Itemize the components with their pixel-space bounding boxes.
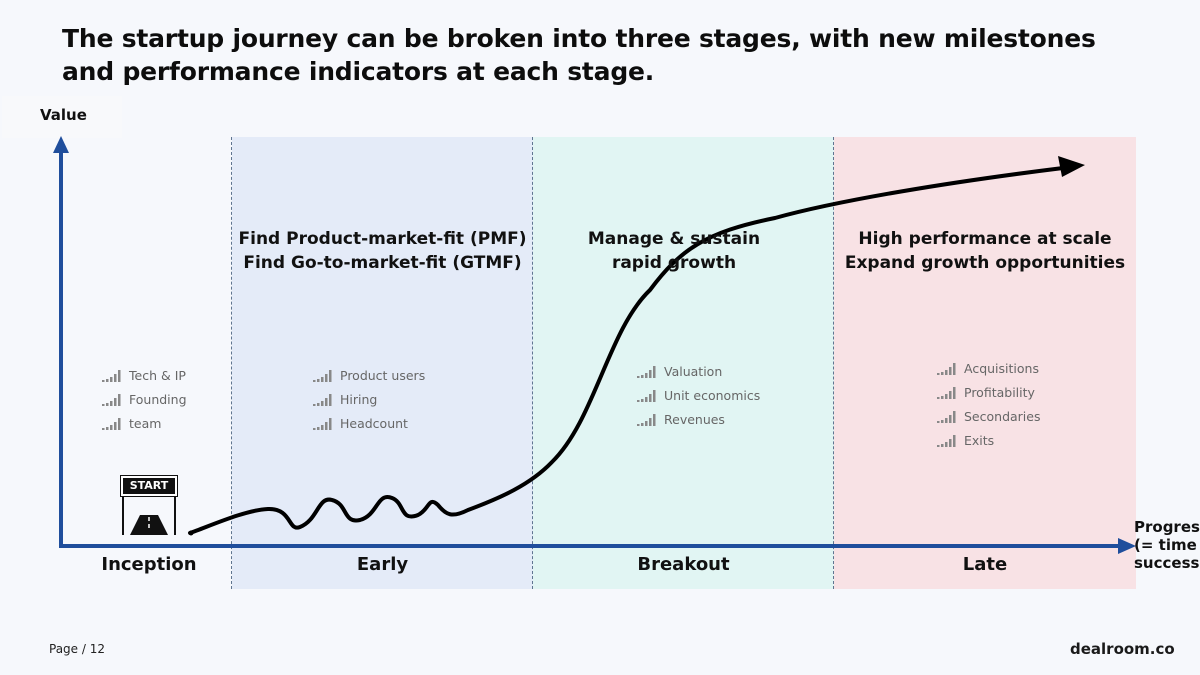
heading-early-line-1: Find Product-market-fit (PMF)	[238, 229, 527, 249]
signal-bars-icon	[937, 386, 956, 399]
kpi-item: Tech & IP	[102, 363, 187, 387]
kpi-item: Profitability	[937, 380, 1040, 404]
kpi-item: Revenues	[637, 407, 760, 431]
stage-label-early: Early	[356, 554, 409, 575]
signal-bars-icon	[937, 410, 956, 423]
signal-bars-icon	[313, 393, 332, 406]
slide-title: The startup journey can be broken into t…	[62, 24, 1096, 86]
kpi-item: Acquisitions	[937, 356, 1040, 380]
kpi-item: Founding	[102, 387, 187, 411]
kpi-item: Headcount	[313, 411, 425, 435]
x-axis-label: Progress (= time x success)	[1134, 518, 1200, 572]
y-axis-label: Value	[40, 106, 87, 124]
kpi-item: team	[102, 411, 187, 435]
kpi-item: Hiring	[313, 387, 425, 411]
band-late	[834, 137, 1136, 589]
kpi-item: Unit economics	[637, 383, 760, 407]
heading-breakout-line-2: rapid growth	[611, 253, 737, 273]
signal-bars-icon	[637, 389, 656, 402]
heading-breakout: Manage & sustain rapid growth	[574, 227, 774, 275]
curve-start-dot	[188, 530, 194, 536]
start-badge: START	[120, 475, 178, 497]
y-axis-arrow-icon	[53, 136, 69, 153]
signal-bars-icon	[637, 365, 656, 378]
stage-label-breakout: Breakout	[637, 554, 730, 575]
heading-early-line-2: Find Go-to-market-fit (GTMF)	[243, 253, 522, 273]
brand-logo: dealroom.co	[1070, 640, 1175, 658]
signal-bars-icon	[313, 369, 332, 382]
growth-curve	[188, 166, 1065, 535]
divider-breakout	[532, 137, 533, 589]
heading-early: Find Product-market-fit (PMF) Find Go-to…	[232, 227, 533, 275]
heading-late-line-1: High performance at scale	[858, 229, 1112, 249]
heading-breakout-line-1: Manage & sustain	[587, 229, 761, 249]
x-axis-arrow-icon	[1118, 538, 1136, 554]
stage-label-late: Late	[962, 554, 1008, 575]
kpi-list-early: Product users Hiring Headcount	[305, 359, 433, 439]
signal-bars-icon	[313, 417, 332, 430]
signal-bars-icon	[102, 417, 121, 430]
divider-early	[231, 137, 232, 589]
kpi-item: Secondaries	[937, 404, 1040, 428]
kpi-item: Exits	[937, 428, 1040, 452]
signal-bars-icon	[937, 434, 956, 447]
signal-bars-icon	[102, 393, 121, 406]
signal-bars-icon	[637, 413, 656, 426]
kpi-list-late: Acquisitions Profitability Secondaries E…	[929, 352, 1048, 456]
stage-label-inception: Inception	[101, 554, 197, 575]
kpi-item: Product users	[313, 363, 425, 387]
curve-arrow-icon	[1058, 156, 1085, 177]
band-breakout	[533, 137, 834, 589]
signal-bars-icon	[937, 362, 956, 375]
kpi-list-breakout: Valuation Unit economics Revenues	[629, 355, 768, 435]
kpi-item: Valuation	[637, 359, 760, 383]
kpi-list-inception: Tech & IP Founding team	[94, 359, 195, 439]
heading-late: High performance at scale Expand growth …	[834, 227, 1136, 275]
page-number: Page / 12	[49, 642, 105, 656]
divider-late	[833, 137, 834, 589]
value-label-box	[2, 96, 122, 138]
start-road-icon: START	[118, 475, 180, 537]
heading-late-line-2: Expand growth opportunities	[844, 253, 1126, 273]
signal-bars-icon	[102, 369, 121, 382]
